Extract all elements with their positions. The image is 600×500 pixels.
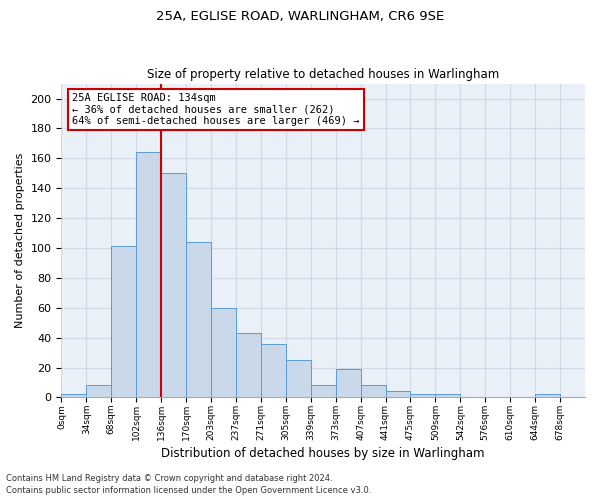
- Bar: [111, 246, 136, 398]
- Bar: [436, 394, 460, 398]
- Text: Contains HM Land Registry data © Crown copyright and database right 2024.
Contai: Contains HM Land Registry data © Crown c…: [6, 474, 371, 495]
- Text: 25A, EGLISE ROAD, WARLINGHAM, CR6 9SE: 25A, EGLISE ROAD, WARLINGHAM, CR6 9SE: [156, 10, 444, 23]
- Bar: [236, 333, 261, 398]
- Bar: [61, 394, 86, 398]
- Bar: [211, 308, 236, 398]
- Bar: [186, 242, 211, 398]
- Bar: [286, 360, 311, 398]
- Bar: [161, 173, 186, 398]
- Bar: [136, 152, 161, 398]
- Bar: [361, 386, 386, 398]
- Bar: [311, 386, 335, 398]
- Y-axis label: Number of detached properties: Number of detached properties: [15, 153, 25, 328]
- Bar: [386, 392, 410, 398]
- Bar: [410, 394, 436, 398]
- Title: Size of property relative to detached houses in Warlingham: Size of property relative to detached ho…: [147, 68, 499, 81]
- Bar: [261, 344, 286, 398]
- Bar: [535, 394, 560, 398]
- Bar: [86, 386, 111, 398]
- Text: 25A EGLISE ROAD: 134sqm
← 36% of detached houses are smaller (262)
64% of semi-d: 25A EGLISE ROAD: 134sqm ← 36% of detache…: [72, 93, 359, 126]
- X-axis label: Distribution of detached houses by size in Warlingham: Distribution of detached houses by size …: [161, 447, 485, 460]
- Bar: [335, 369, 361, 398]
